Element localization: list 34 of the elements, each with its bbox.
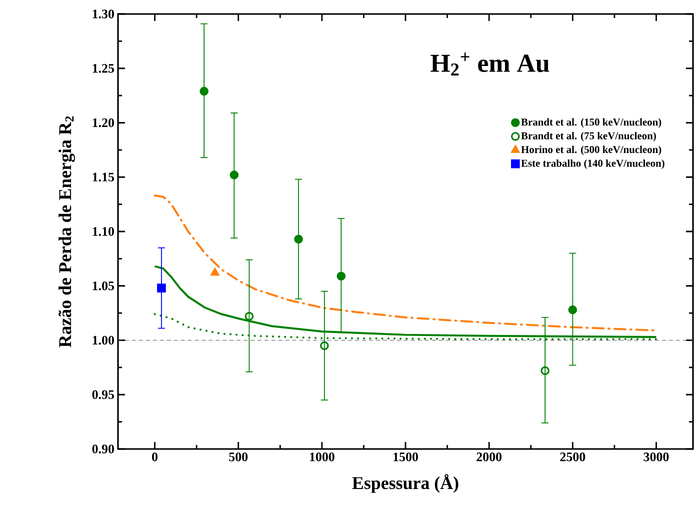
legend-label: Horino et al. (500 keV/nucleon) <box>521 146 662 156</box>
x-tick-label: 1500 <box>394 452 418 462</box>
legend-label: Brandt et al. (75 keV/nucleon) <box>521 132 656 142</box>
x-tick-label: 2500 <box>560 452 586 462</box>
point <box>244 312 254 321</box>
y-tick-label: 1.20 <box>92 118 114 128</box>
x-tick-label: 3000 <box>644 452 669 462</box>
point <box>157 284 166 292</box>
legend-label: Este trabalho (140 keV/nucleon) <box>521 159 664 169</box>
y-tick-label: 1.25 <box>92 64 114 73</box>
text: H$_{2}$$^{+}$ em Au <box>430 52 550 76</box>
y-axis-title: Razão de Perda de Energia R$_{2}$ <box>58 116 75 348</box>
y-tick-label: 1.05 <box>92 281 114 290</box>
point <box>540 366 550 376</box>
y-tick-label: 1.30 <box>92 10 114 18</box>
point <box>294 234 303 244</box>
y-tick-label: 1.15 <box>92 172 114 182</box>
point <box>230 170 239 180</box>
legend-label: Brandt et al. (150 keV/nucleon) <box>521 118 662 128</box>
point <box>200 86 208 96</box>
x-tick-label: 2000 <box>476 452 502 462</box>
x-tick-label: 0 <box>152 452 158 462</box>
y-tick-label: 1.00 <box>92 336 114 345</box>
line-series <box>154 194 658 332</box>
x-tick-label: 500 <box>229 452 248 462</box>
point <box>210 268 220 276</box>
y-tick-label: 1.10 <box>92 227 114 236</box>
y-tick-label: 0.90 <box>92 444 114 454</box>
y-tick-label: 0.95 <box>92 390 114 400</box>
point <box>568 305 578 314</box>
point <box>320 341 329 350</box>
x-axis-title: Espessura (Å) <box>352 474 458 493</box>
x-tick-label: 1000 <box>310 452 334 462</box>
point <box>336 272 346 280</box>
